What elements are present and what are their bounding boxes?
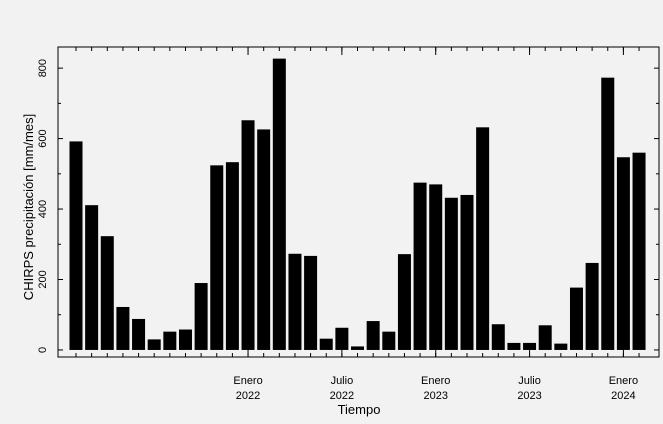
- bar-2022-01: [147, 339, 161, 350]
- bar-2023-11: [491, 324, 505, 350]
- y-tick-label: 0: [37, 347, 49, 353]
- bar-2024-04: [569, 287, 583, 350]
- x-tick-label-month: Julio: [331, 375, 354, 387]
- bar-2022-11: [304, 255, 318, 350]
- bar-2023-10: [476, 127, 490, 350]
- x-axis: Enero 2022 Julio 2022 Enero 2023 Julio 2023 Ener…: [75, 47, 640, 402]
- bar-2024-07: [616, 157, 630, 350]
- bar-2021-12: [132, 318, 146, 350]
- bar-2022-08: [257, 129, 271, 350]
- x-axis-label: Tiempo: [338, 402, 381, 417]
- bar-2022-07: [241, 120, 255, 350]
- bar-2023-12: [507, 342, 521, 350]
- y-axis-label: CHIRPS precipitación [mm/mes]: [21, 114, 36, 300]
- bar-2022-05: [210, 165, 224, 350]
- bar-2024-05: [585, 262, 599, 350]
- y-tick-label: 400: [37, 200, 49, 218]
- bar-2021-08: [69, 141, 83, 350]
- bar-2024-02: [538, 325, 552, 350]
- bar-2023-05: [397, 254, 411, 350]
- bar-2023-06: [413, 182, 427, 350]
- x-tick-label-month: Enero: [609, 375, 638, 387]
- bar-2022-02: [163, 331, 177, 350]
- x-tick-label-year: 2022: [236, 390, 260, 402]
- x-tick-label-year: 2023: [517, 390, 541, 402]
- x-tick-label-month: Julio: [518, 375, 541, 387]
- bar-2023-07: [429, 184, 443, 350]
- x-tick-label-year: 2024: [611, 390, 635, 402]
- bar-2022-06: [225, 162, 239, 350]
- x-tick-label-year: 2022: [330, 390, 354, 402]
- bar-2024-08: [632, 152, 646, 350]
- bars-group: [69, 58, 646, 350]
- bar-2022-10: [288, 253, 302, 350]
- bar-2022-03: [178, 329, 192, 350]
- y-tick-label: 800: [37, 59, 49, 77]
- bar-2022-12: [319, 338, 333, 350]
- bar-2023-04: [382, 331, 396, 350]
- x-tick-label-month: Enero: [421, 375, 450, 387]
- bar-2021-11: [116, 306, 130, 350]
- y-tick-label: 600: [37, 129, 49, 147]
- bar-2024-06: [601, 77, 615, 350]
- bar-2021-09: [85, 205, 99, 350]
- plot-frame: [57, 46, 660, 358]
- bar-2021-10: [100, 236, 114, 350]
- x-tick-label-month: Enero: [233, 375, 262, 387]
- bar-2023-09: [460, 194, 474, 350]
- bar-2024-01: [523, 342, 537, 350]
- y-tick-label: 200: [37, 270, 49, 288]
- y-axis: 0 200 400 600 800: [37, 59, 659, 353]
- bar-2024-03: [554, 343, 568, 350]
- bar-2022-09: [272, 58, 286, 350]
- bar-2023-03: [366, 321, 380, 350]
- bar-2023-01: [335, 327, 349, 350]
- x-tick-label-year: 2023: [423, 390, 447, 402]
- bar-2022-04: [194, 283, 208, 350]
- bar-2023-02: [351, 346, 365, 350]
- bar-2023-08: [444, 197, 458, 350]
